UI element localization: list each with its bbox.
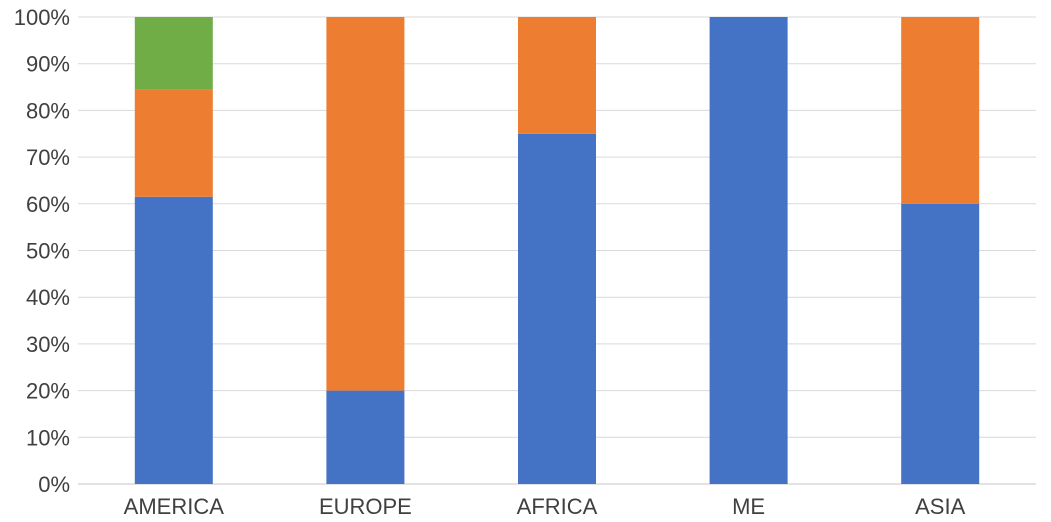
x-axis: AMERICA EUROPE AFRICA ME ASIA bbox=[124, 494, 966, 519]
x-tick-label: ASIA bbox=[915, 494, 965, 519]
bar-segment bbox=[326, 390, 405, 484]
y-tick-label: 60% bbox=[26, 192, 70, 217]
y-tick-label: 70% bbox=[26, 145, 70, 170]
y-axis: 0% 10% 20% 30% 40% 50% 60% 70% 80% 90% 100% bbox=[14, 5, 70, 497]
y-tick-label: 50% bbox=[26, 239, 70, 264]
y-tick-label: 100% bbox=[14, 5, 70, 30]
y-tick-label: 40% bbox=[26, 285, 70, 310]
bar-segment bbox=[134, 196, 213, 485]
bar-segment bbox=[134, 89, 213, 197]
bar-segment bbox=[518, 133, 596, 484]
x-tick-label: AFRICA bbox=[517, 494, 598, 519]
bar-segment bbox=[134, 17, 213, 90]
bar-segment bbox=[901, 17, 980, 204]
y-tick-label: 30% bbox=[26, 332, 70, 357]
bar-segment bbox=[709, 17, 788, 484]
x-tick-label: ME bbox=[732, 494, 765, 519]
y-tick-label: 80% bbox=[26, 98, 70, 123]
y-tick-label: 10% bbox=[26, 425, 70, 450]
y-tick-label: 20% bbox=[26, 379, 70, 404]
bar-segment bbox=[901, 203, 980, 485]
x-tick-label: EUROPE bbox=[319, 494, 412, 519]
bar-segment bbox=[326, 17, 405, 391]
y-tick-label: 0% bbox=[38, 472, 70, 497]
bars bbox=[134, 17, 980, 485]
x-tick-label: AMERICA bbox=[124, 494, 225, 519]
y-tick-label: 90% bbox=[26, 52, 70, 77]
bar-segment bbox=[518, 17, 596, 134]
